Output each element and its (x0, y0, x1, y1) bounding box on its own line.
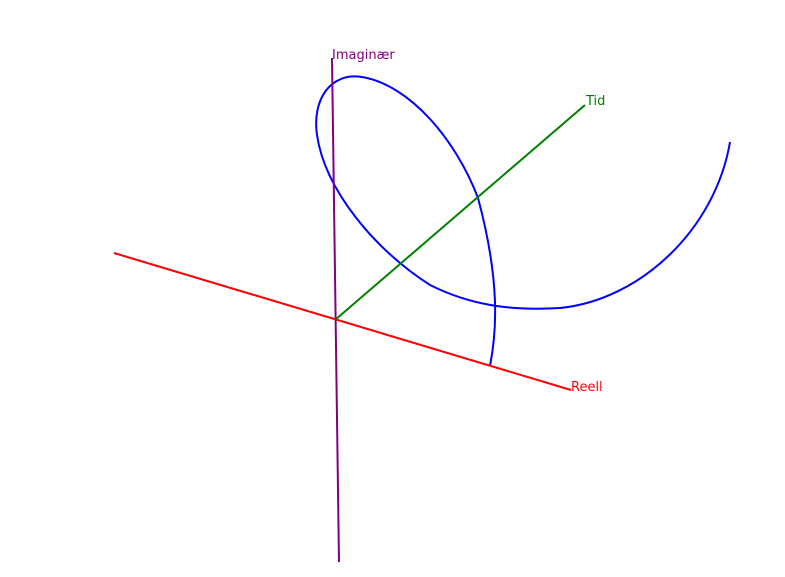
imaginary-axis-label: Imaginær (332, 48, 395, 63)
imaginary-axis (331, 57, 340, 563)
time-axis-label: Tid (585, 94, 605, 109)
real-axis (113, 252, 572, 391)
real-axis-label: Reell (571, 380, 603, 395)
time-axis (334, 104, 586, 321)
helix-curve (315, 75, 731, 367)
